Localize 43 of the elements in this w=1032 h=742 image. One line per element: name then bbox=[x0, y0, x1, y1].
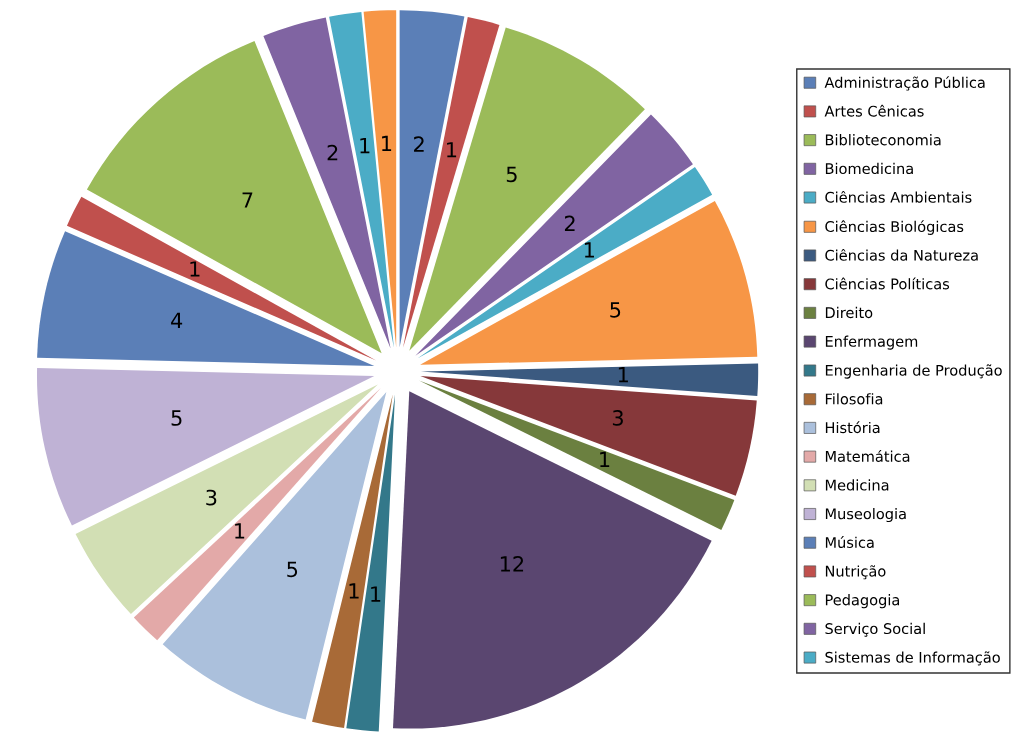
data-label: 1 bbox=[447, 142, 457, 158]
legend-label: Serviço Social bbox=[825, 622, 925, 637]
data-label: 2 bbox=[564, 215, 575, 232]
legend-label: Matemática bbox=[825, 450, 910, 462]
data-label: 1 bbox=[382, 135, 392, 152]
legend-label: Direito bbox=[825, 306, 873, 319]
legend-label: Sistemas de Informação bbox=[825, 651, 1000, 666]
legend-label: Enfermagem bbox=[825, 335, 918, 350]
data-label: 5 bbox=[610, 302, 621, 318]
legend-label: Nutrição bbox=[825, 565, 886, 580]
data-label: 2 bbox=[327, 144, 338, 161]
data-label: 1 bbox=[235, 523, 245, 539]
legend-label: Ciências Políticas bbox=[825, 277, 950, 290]
legend-label: Ciências da Natureza bbox=[825, 248, 978, 261]
legend-label: Administração Pública bbox=[824, 76, 985, 91]
data-label: 5 bbox=[171, 410, 182, 426]
data-label: 1 bbox=[190, 261, 200, 277]
legend-label: Biblioteconomia bbox=[825, 134, 941, 146]
legend-label: Medicina bbox=[825, 479, 889, 491]
legend-label: Museologia bbox=[825, 508, 906, 523]
data-label: 7 bbox=[242, 192, 253, 208]
legend-label: Artes Cênicas bbox=[824, 104, 924, 117]
data-label: 1 bbox=[349, 583, 359, 599]
legend-label: Pedagogia bbox=[825, 594, 900, 609]
data-label: 2 bbox=[414, 136, 424, 152]
legend-label: Ciências Biológicas bbox=[825, 220, 964, 235]
data-label: 5 bbox=[287, 561, 298, 578]
data-label: 1 bbox=[600, 451, 610, 467]
data-label: 5 bbox=[506, 166, 517, 183]
legend-label: Filosofia bbox=[825, 393, 883, 405]
data-label: 3 bbox=[206, 489, 217, 506]
data-label: 3 bbox=[612, 410, 623, 426]
data-label: 4 bbox=[171, 312, 183, 328]
legend-label: Música bbox=[825, 536, 874, 548]
data-label: 12 bbox=[500, 556, 524, 572]
data-label: 1 bbox=[618, 367, 628, 383]
data-label: 1 bbox=[584, 242, 594, 258]
legend-label: Engenharia de Produção bbox=[825, 364, 1002, 379]
legend-label: História bbox=[825, 421, 880, 434]
legend-label: Biomedicina bbox=[825, 162, 913, 175]
data-label: 1 bbox=[371, 586, 381, 602]
legend-label: Ciências Ambientais bbox=[825, 190, 972, 203]
data-label: 1 bbox=[360, 137, 370, 154]
